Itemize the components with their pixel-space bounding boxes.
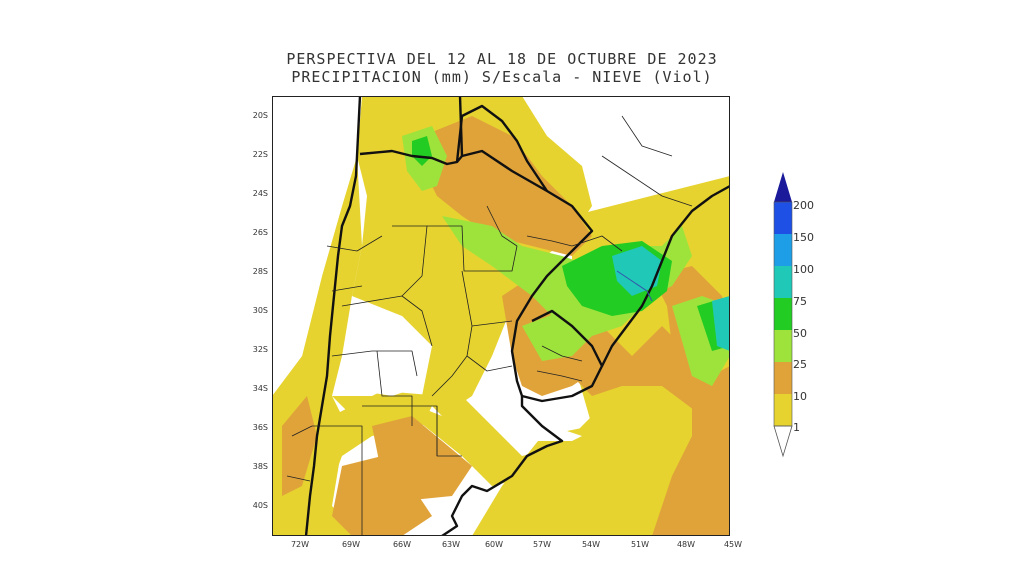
province-borders <box>286 115 693 536</box>
legend-swatch-25 <box>774 330 792 362</box>
legend-label-200: 200 <box>793 199 814 212</box>
lon-label-63w: 63W <box>441 540 461 549</box>
precip-zone-orange-patagonia <box>332 456 432 536</box>
lat-label-40s: 40S <box>252 501 268 510</box>
dry-zone-buenos-aires <box>472 376 582 441</box>
precipitation-legend <box>773 172 793 458</box>
legend-swatch-150 <box>774 202 792 234</box>
lon-label-51w: 51W <box>630 540 650 549</box>
precip-zone-lightgreen-uruguay <box>522 311 592 361</box>
lat-label-32s: 32S <box>252 345 268 354</box>
map-title-line1: PERSPECTIVA DEL 12 AL 18 DE OCTUBRE DE 2… <box>286 50 718 68</box>
precip-zone-orange-andes <box>282 396 317 496</box>
border-brazil-coast <box>600 184 730 367</box>
lat-label-30s: 30S <box>252 306 268 315</box>
precip-zone-orange-chaco <box>422 116 592 256</box>
legend-label-100: 100 <box>793 263 814 276</box>
lagoon-outline <box>616 270 653 302</box>
country-borders <box>304 96 730 536</box>
lon-label-48w: 48W <box>676 540 696 549</box>
border-paraguay-brazil <box>455 104 548 192</box>
legend-label-150: 150 <box>793 231 814 244</box>
lon-label-66w: 66W <box>392 540 412 549</box>
border-argentina-bolivia-paraguay <box>359 149 594 262</box>
lon-label-54w: 54W <box>581 540 601 549</box>
precipitation-map <box>272 96 730 536</box>
legend-swatch-below-1 <box>773 425 793 458</box>
precip-zone-orange-se <box>572 326 712 416</box>
lat-label-28s: 28S <box>252 267 268 276</box>
lat-label-34s: 34S <box>252 384 268 393</box>
lat-label-24s: 24S <box>252 189 268 198</box>
precip-zone-yellow-patagonia <box>312 391 442 536</box>
legend-label-75: 75 <box>793 295 807 308</box>
legend-swatch-10 <box>774 362 792 394</box>
lon-label-45w: 45W <box>723 540 743 549</box>
lon-label-57w: 57W <box>532 540 552 549</box>
precip-zone-orange-far-east <box>652 366 730 536</box>
border-argentina-chile <box>304 96 362 536</box>
precip-zone-cyan-east <box>712 296 730 351</box>
lon-label-72w: 72W <box>290 540 310 549</box>
lat-label-26s: 26S <box>252 228 268 237</box>
border-bolivia-brazil <box>458 96 464 157</box>
legend-label-25: 25 <box>793 358 807 371</box>
dry-zone-chile <box>272 96 362 396</box>
precip-zone-yellow-south <box>332 396 602 486</box>
legend-swatch-1 <box>774 394 792 426</box>
map-title-line2: PRECIPITACION (mm) S/Escala - NIEVE (Vio… <box>291 68 713 86</box>
legend-swatch-200 <box>774 172 792 202</box>
legend-label-1: 1 <box>793 421 800 434</box>
border-argentina-brazil-uruguay <box>510 260 563 397</box>
precip-zone-cyan <box>612 246 662 296</box>
dry-zone-center <box>342 296 432 396</box>
coastline-argentina <box>441 396 564 536</box>
lon-label-60w: 60W <box>484 540 504 549</box>
dry-zone-northeast <box>587 116 712 196</box>
lat-label-38s: 38S <box>252 462 268 471</box>
legend-swatch-100 <box>774 234 792 266</box>
lon-label-69w: 69W <box>341 540 361 549</box>
map-frame <box>272 96 730 536</box>
legend-label-50: 50 <box>793 327 807 340</box>
lat-label-20s: 20S <box>252 111 268 120</box>
legend-swatch-75 <box>774 266 792 298</box>
lat-label-22s: 22S <box>252 150 268 159</box>
legend-swatch-50 <box>774 298 792 330</box>
lat-label-36s: 36S <box>252 423 268 432</box>
legend-label-10: 10 <box>793 390 807 403</box>
